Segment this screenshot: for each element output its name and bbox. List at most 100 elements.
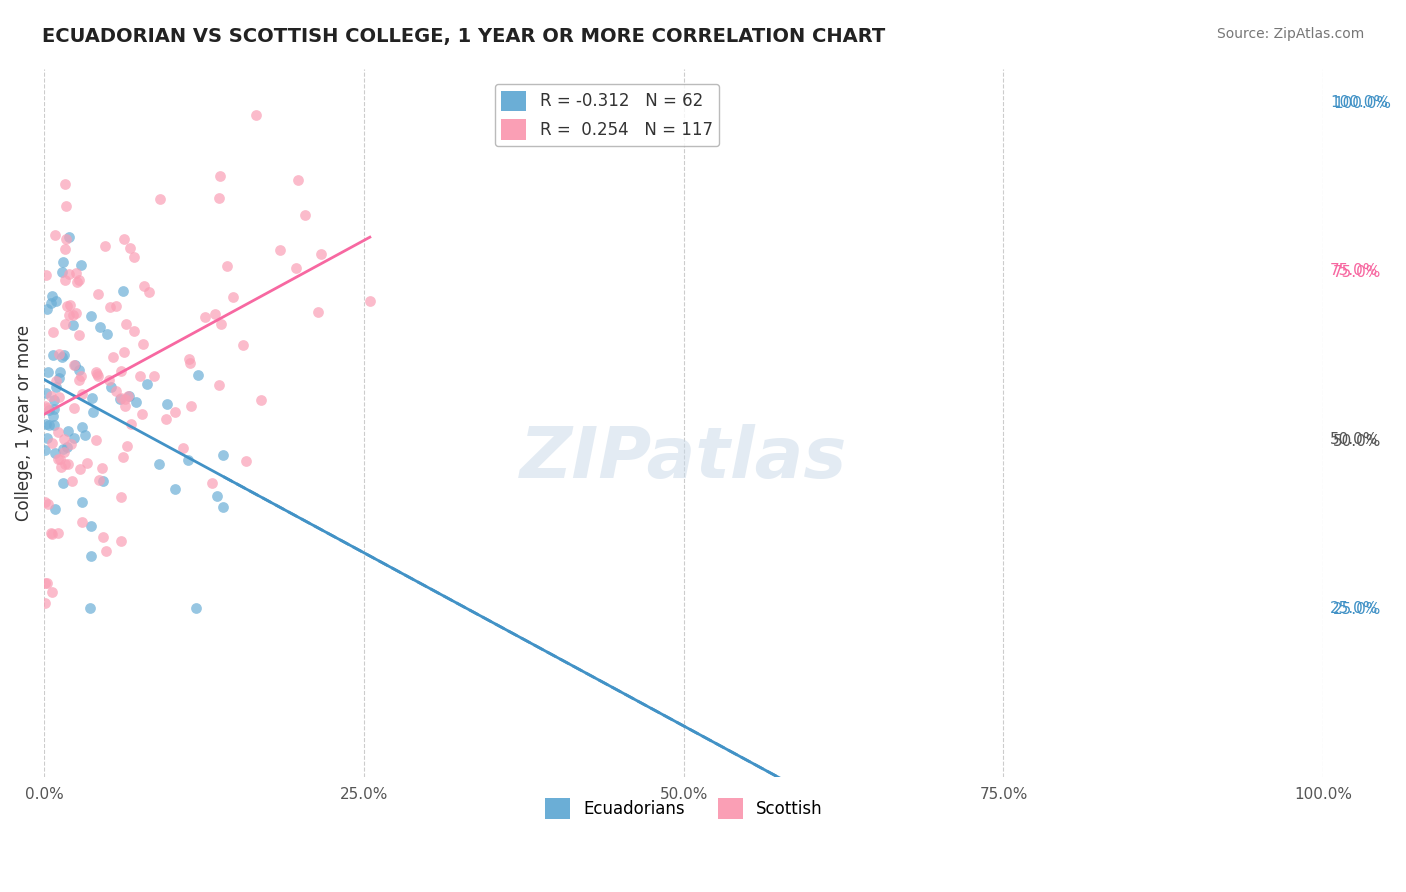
Point — [35, 386, 58, 401]
Point — [115, 318, 138, 332]
Point — [44, 392, 66, 407]
Point — [70, 515, 93, 529]
Point — [52, 442, 75, 456]
Point — [180, 399, 202, 413]
Point — [63, 358, 86, 372]
Point — [111, 450, 134, 464]
Point — [269, 244, 291, 258]
Point — [35, 268, 58, 282]
Point — [222, 290, 245, 304]
Point — [38, 418, 60, 433]
Point — [41, 584, 63, 599]
Point — [311, 247, 333, 261]
Point — [211, 448, 233, 462]
Point — [45, 374, 67, 388]
Point — [179, 356, 201, 370]
Point — [42, 348, 65, 362]
Point — [48, 390, 70, 404]
Point — [97, 373, 120, 387]
Point — [34, 443, 56, 458]
Text: 50.0%: 50.0% — [1330, 432, 1379, 447]
Point — [120, 417, 142, 431]
Point — [101, 350, 124, 364]
Point — [118, 389, 141, 403]
Point — [46, 425, 69, 439]
Text: 100.0%: 100.0% — [1330, 95, 1388, 110]
Point — [39, 526, 62, 541]
Point — [70, 369, 93, 384]
Point — [143, 368, 166, 383]
Point — [212, 500, 235, 515]
Point — [128, 368, 150, 383]
Point — [56, 424, 79, 438]
Point — [112, 345, 135, 359]
Point — [53, 457, 76, 471]
Point — [72, 387, 94, 401]
Point — [35, 401, 58, 415]
Point — [44, 446, 66, 460]
Point — [110, 391, 132, 405]
Point — [34, 495, 56, 509]
Point — [86, 367, 108, 381]
Point — [59, 436, 82, 450]
Point — [55, 317, 77, 331]
Point — [148, 457, 170, 471]
Point — [104, 384, 127, 399]
Point — [56, 300, 79, 314]
Point — [89, 473, 111, 487]
Point — [44, 502, 66, 516]
Point — [37, 497, 59, 511]
Point — [62, 431, 84, 445]
Point — [124, 251, 146, 265]
Point — [60, 475, 83, 489]
Point — [80, 519, 103, 533]
Point — [46, 525, 69, 540]
Point — [52, 254, 75, 268]
Point — [58, 308, 80, 322]
Point — [73, 427, 96, 442]
Point — [149, 192, 172, 206]
Point — [41, 289, 63, 303]
Point — [62, 309, 84, 323]
Legend: Ecuadorians, Scottish: Ecuadorians, Scottish — [538, 791, 830, 825]
Point — [53, 177, 76, 191]
Point — [49, 460, 72, 475]
Point — [156, 397, 179, 411]
Text: ECUADORIAN VS SCOTTISH COLLEGE, 1 YEAR OR MORE CORRELATION CHART: ECUADORIAN VS SCOTTISH COLLEGE, 1 YEAR O… — [42, 27, 886, 45]
Point — [110, 534, 132, 549]
Point — [41, 436, 63, 450]
Point — [114, 392, 136, 406]
Point — [70, 420, 93, 434]
Point — [48, 371, 70, 385]
Point — [37, 575, 59, 590]
Point — [110, 392, 132, 407]
Point — [122, 324, 145, 338]
Point — [82, 405, 104, 419]
Point — [56, 440, 79, 454]
Point — [235, 454, 257, 468]
Point — [136, 377, 159, 392]
Point — [65, 358, 87, 372]
Point — [56, 458, 79, 472]
Point — [208, 169, 231, 184]
Point — [67, 373, 90, 387]
Point — [67, 327, 90, 342]
Point — [34, 399, 56, 413]
Point — [67, 362, 90, 376]
Point — [45, 294, 67, 309]
Point — [35, 301, 58, 316]
Point — [105, 300, 128, 314]
Point — [62, 401, 84, 415]
Point — [94, 239, 117, 253]
Point — [91, 530, 114, 544]
Point — [34, 596, 56, 610]
Point — [35, 417, 58, 432]
Point — [131, 407, 153, 421]
Point — [49, 452, 72, 467]
Point — [48, 346, 70, 360]
Point — [52, 432, 75, 446]
Point — [110, 491, 132, 505]
Point — [172, 442, 194, 456]
Point — [91, 474, 114, 488]
Point — [65, 306, 87, 320]
